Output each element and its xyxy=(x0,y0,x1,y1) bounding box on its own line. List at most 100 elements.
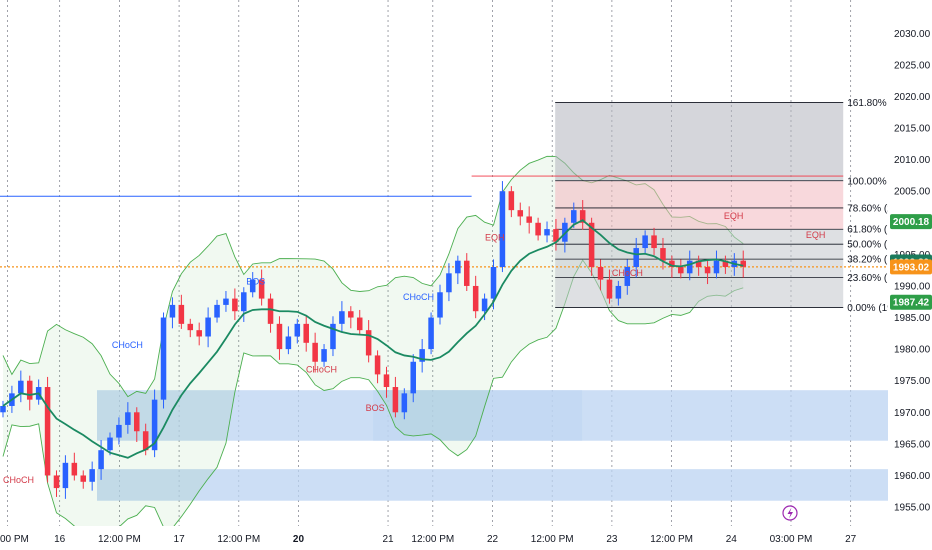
demand-zones xyxy=(97,390,888,501)
candle-body-17 xyxy=(151,399,158,451)
candle-body-62 xyxy=(553,229,559,242)
price-tick-10: 2005.00 xyxy=(894,187,931,198)
candle-body-61 xyxy=(544,229,550,236)
time-tick-5: 20 xyxy=(293,534,305,545)
candle-body-9 xyxy=(80,475,87,482)
candle-body-55 xyxy=(490,267,497,299)
annotation-9: EQH xyxy=(806,230,826,240)
price-tick-6: 1985.00 xyxy=(894,313,931,324)
candle-body-19 xyxy=(169,304,176,318)
candle-body-67 xyxy=(597,267,604,280)
candle-body-42 xyxy=(374,355,381,375)
candle-body-21 xyxy=(187,323,194,331)
candle-body-44 xyxy=(392,387,399,413)
candle-body-12 xyxy=(107,437,113,451)
time-tick-6: 21 xyxy=(382,534,394,545)
candle-body-33 xyxy=(294,323,301,337)
candle-body-60 xyxy=(535,222,541,236)
price-badge-label-0: 2000.18 xyxy=(893,217,930,228)
price-tick-15: 2030.00 xyxy=(894,29,931,40)
candle-body-53 xyxy=(472,285,479,312)
candle-body-11 xyxy=(98,450,104,470)
demand-zone-lower xyxy=(97,469,888,501)
candle-body-50 xyxy=(446,273,452,293)
price-badge-2 xyxy=(890,259,932,275)
candle-body-31 xyxy=(276,323,283,350)
fib-zone-premium xyxy=(555,180,844,230)
structure-annotations: CHoCH CHoCH BOS CHoCH BOS CHoCH EQH CHoCH EQH EQH xyxy=(3,211,825,485)
candle-body-2 xyxy=(18,380,24,394)
candle-body-15 xyxy=(133,412,140,432)
price-tick-13: 2020.00 xyxy=(894,92,931,103)
candle-body-68 xyxy=(606,279,613,299)
candle-body-8 xyxy=(71,462,78,476)
candle-body-71 xyxy=(633,248,639,267)
price-tick-12: 2015.00 xyxy=(894,124,931,135)
demand-zone-upper-extension xyxy=(373,390,583,441)
annotation-8: EQH xyxy=(724,211,744,221)
price-tick-14: 2025.00 xyxy=(894,60,931,71)
candle-body-54 xyxy=(481,298,488,312)
candle-body-70 xyxy=(624,267,631,286)
time-tick-12: 24 xyxy=(726,534,738,545)
time-tick-8: 22 xyxy=(487,534,499,545)
candle-body-7 xyxy=(62,462,69,489)
candle-body-16 xyxy=(142,431,149,451)
candle-body-6 xyxy=(53,475,60,489)
candle-body-65 xyxy=(579,210,586,223)
candle-body-80 xyxy=(713,260,720,274)
time-tick-3: 17 xyxy=(174,534,186,545)
candle-body-73 xyxy=(651,235,657,249)
price-axis[interactable]: 1955.00 1960.00 1965.00 1970.00 1975.00 1980.… xyxy=(888,0,932,550)
candle-body-30 xyxy=(267,298,274,324)
fib-zone-extension xyxy=(555,102,844,181)
price-tick-7: 1990.00 xyxy=(894,281,931,292)
price-tick-1: 1960.00 xyxy=(894,471,931,482)
candle-body-32 xyxy=(285,336,292,350)
price-tick-3: 1970.00 xyxy=(894,408,931,419)
lightning-icon[interactable] xyxy=(782,505,798,521)
candle-body-5 xyxy=(44,387,51,476)
fib-level-label-3: 61.80% (1998.98) xyxy=(847,225,927,236)
band-lower-line xyxy=(2,259,744,540)
candle-body-49 xyxy=(437,292,443,318)
candle-body-27 xyxy=(241,292,247,312)
candle-body-28 xyxy=(249,279,256,293)
time-tick-10: 23 xyxy=(606,534,618,545)
price-tick-11: 2010.00 xyxy=(894,155,931,166)
moving-average xyxy=(2,219,744,459)
annotation-0: CHoCH xyxy=(3,475,34,485)
time-axis[interactable]: 12:00 PM 16 12:00 PM 17 12:00 PM 20 21 12:00 PM… xyxy=(0,526,888,550)
candle-body-39 xyxy=(348,311,354,318)
price-badge-label-2: 1993.02 xyxy=(893,262,930,273)
time-tick-14: 27 xyxy=(845,534,857,545)
candle-body-34 xyxy=(303,323,309,343)
candle-body-37 xyxy=(330,323,336,350)
candle-body-18 xyxy=(160,317,167,400)
candle-body-29 xyxy=(258,279,265,299)
candle-body-3 xyxy=(26,380,33,400)
candle-body-52 xyxy=(463,260,470,286)
fib-level-label-4: 50.00% (1996.61) xyxy=(847,240,927,251)
moving-average-line xyxy=(2,219,744,459)
candle-body-22 xyxy=(196,330,202,337)
candle-body-77 xyxy=(686,260,693,274)
time-tick-13: 03:00 PM xyxy=(770,534,813,545)
candle-body-47 xyxy=(419,349,425,362)
candle-body-41 xyxy=(365,330,372,356)
candle-body-35 xyxy=(312,342,318,362)
candle-body-83 xyxy=(740,260,746,267)
price-badge-3 xyxy=(890,294,932,310)
time-tick-2: 12:00 PM xyxy=(98,534,141,545)
annotation-6: EQH xyxy=(485,232,505,242)
candle-body-40 xyxy=(356,317,363,331)
time-tick-4: 12:00 PM xyxy=(217,534,260,545)
time-axis-background xyxy=(0,526,888,550)
fib-level-label-5: 38.20% (1994.25) xyxy=(847,255,927,266)
candle-body-59 xyxy=(526,216,532,223)
candle-body-23 xyxy=(205,317,211,337)
candle-body-13 xyxy=(116,424,122,438)
price-axis-background xyxy=(888,0,932,550)
